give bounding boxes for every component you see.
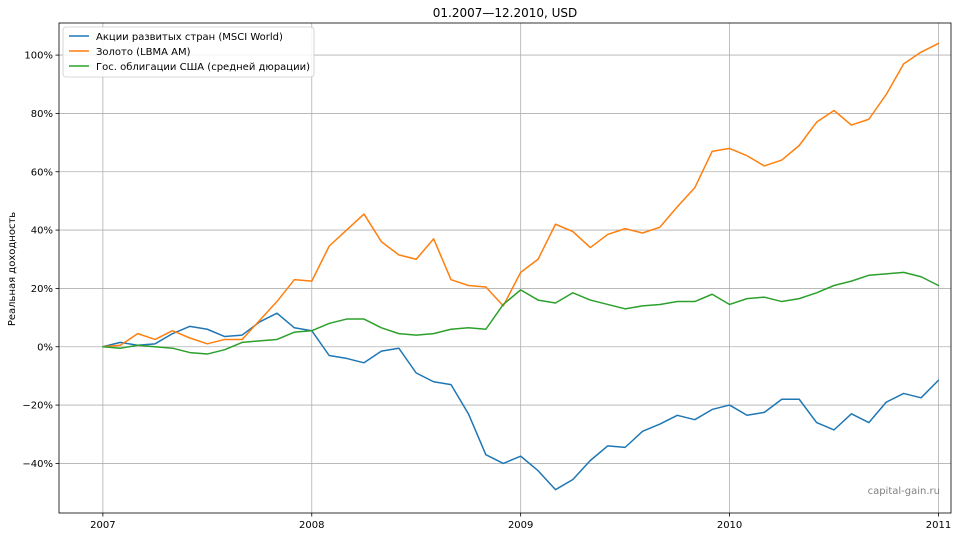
x-tick-label: 2008 xyxy=(299,520,324,531)
y-tick-label: 80% xyxy=(31,109,53,120)
legend: Акции развитых стран (MSCI World) Золото… xyxy=(62,26,315,78)
y-tick-label: −20% xyxy=(22,401,53,412)
series-line-msci-world xyxy=(102,312,940,491)
x-tick-label: 2007 xyxy=(90,520,115,531)
y-tick-label: 60% xyxy=(31,167,53,178)
x-tick-label: 2010 xyxy=(717,520,742,531)
y-tick-label: −40% xyxy=(22,459,53,470)
plot-frame xyxy=(58,22,952,514)
legend-label-bonds: Гос. облигации США (средней дюрации) xyxy=(96,62,310,73)
x-axis: 2007 2008 2009 2010 2011 xyxy=(90,513,951,531)
series-line-gold xyxy=(102,42,940,348)
x-tick-label: 2011 xyxy=(926,520,951,531)
y-axis: −40% −20% 0% 20% 40% 60% 80% 100% xyxy=(22,51,59,470)
grid-x xyxy=(102,23,939,513)
x-tick-label: 2009 xyxy=(508,520,533,531)
series-layer xyxy=(102,42,940,491)
grid-y xyxy=(59,54,951,464)
legend-label-msci: Акции развитых стран (MSCI World) xyxy=(96,32,283,43)
y-axis-title: Реальная доходность xyxy=(7,212,18,326)
legend-label-gold: Золото (LBMA AM) xyxy=(96,47,191,58)
legend-box xyxy=(62,26,315,78)
series-line-us-bonds xyxy=(102,271,940,355)
y-tick-label: 0% xyxy=(37,342,53,353)
chart-title: 01.2007—12.2010, USD xyxy=(433,6,578,20)
y-tick-label: 40% xyxy=(31,226,53,237)
y-tick-label: 20% xyxy=(31,284,53,295)
watermark: capital-gain.ru xyxy=(868,486,940,497)
y-tick-label: 100% xyxy=(24,51,53,62)
